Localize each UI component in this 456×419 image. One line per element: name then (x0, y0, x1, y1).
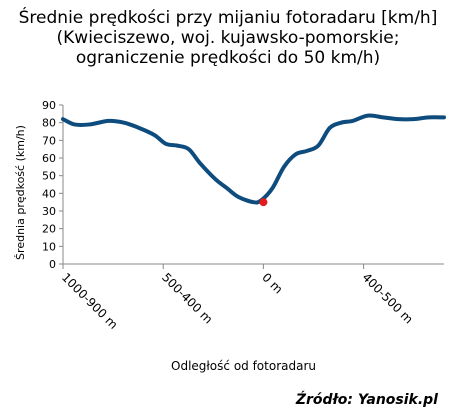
y-tick-label: 40 (42, 187, 56, 200)
x-tick-label: 1000-900 m (59, 270, 121, 332)
chart-title: Średnie prędkości przy mijaniu fotoradar… (0, 8, 456, 68)
chart-title-line-2: (Kwieciszewo, woj. kujawsko-pomorskie; (56, 28, 400, 48)
x-tick-label: 400-500 m (359, 270, 415, 326)
speed-camera-marker (259, 198, 268, 207)
y-tick-label: 80 (42, 117, 56, 130)
y-tick-label: 50 (42, 170, 56, 183)
y-tick-label: 30 (42, 205, 56, 218)
series-line (61, 113, 446, 205)
source-credit: Źródło: Yanosik.pl (295, 392, 438, 408)
x-axis-label: Odległość od fotoradaru (171, 359, 316, 373)
y-tick-label: 0 (49, 258, 56, 271)
y-tick-label: 20 (42, 223, 56, 236)
y-axis-label: Średnia prędkość (km/h) (14, 125, 27, 260)
y-tick-label: 60 (42, 152, 56, 165)
y-tick-label: 70 (42, 134, 56, 147)
x-tick-label: 500-400 m (159, 270, 215, 326)
y-tick-label: 90 (42, 99, 56, 112)
chart-title-line-3: ograniczenie prędkości do 50 km/h) (75, 48, 381, 68)
x-tick-label: 0 m (259, 270, 285, 296)
y-tick-label: 10 (42, 240, 56, 253)
chart-title-line-1: Średnie prędkości przy mijaniu fotoradar… (18, 8, 438, 28)
